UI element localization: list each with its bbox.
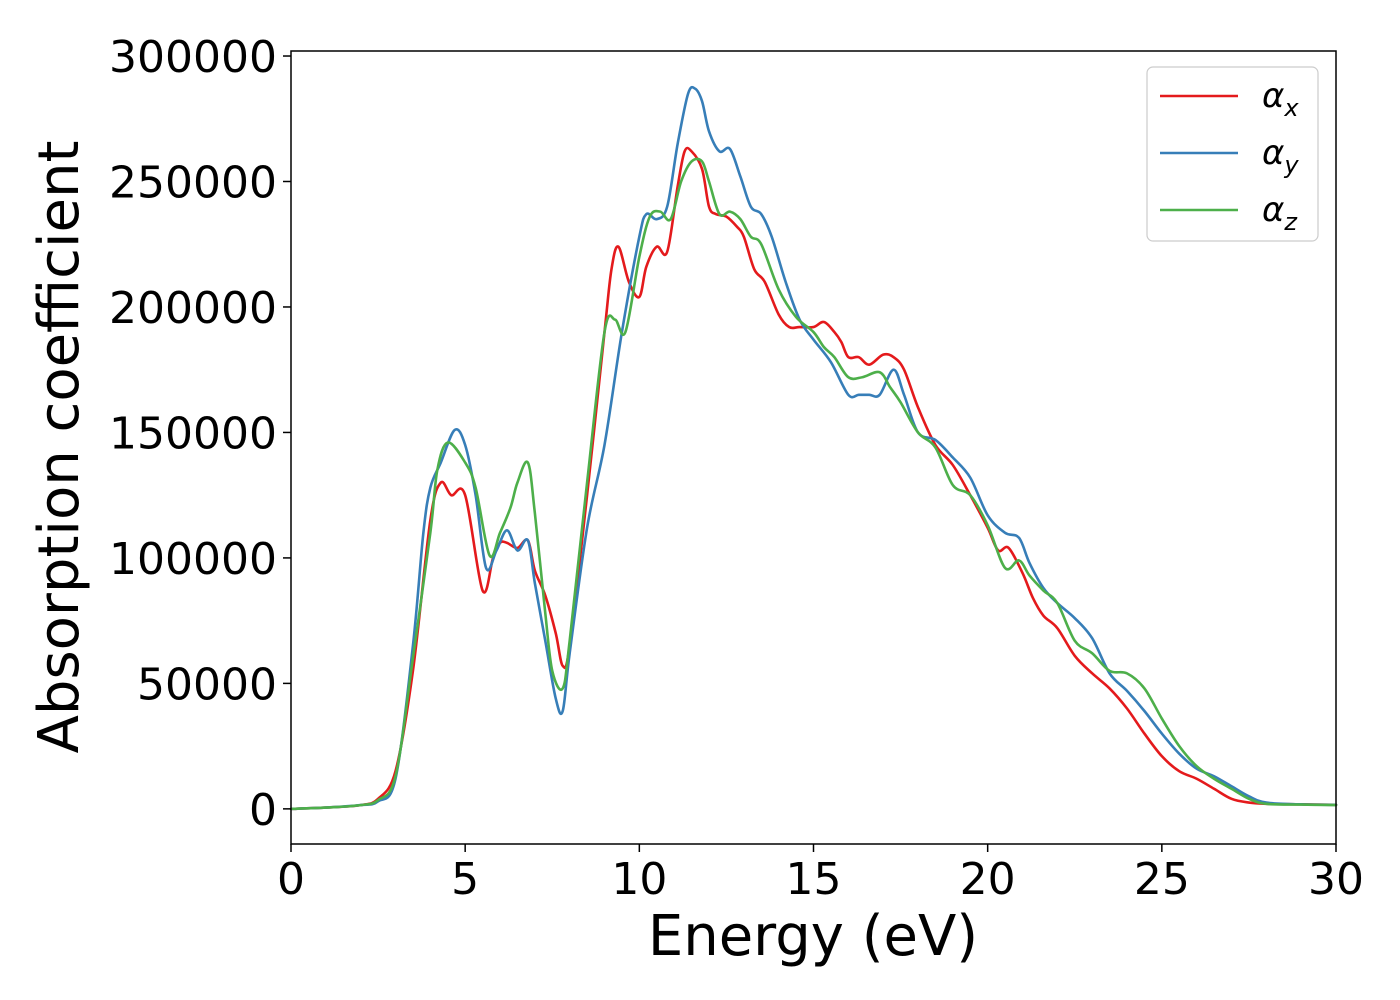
y-tick-label: 300000 <box>109 32 277 83</box>
y-tick-label: 150000 <box>109 408 277 459</box>
x-tick-label: 20 <box>960 854 1016 905</box>
y-axis-title: Absorption coefficient <box>27 141 92 754</box>
x-tick-label: 30 <box>1308 854 1364 905</box>
series-lines <box>289 85 1338 811</box>
series-line-z <box>289 157 1338 811</box>
legend-label-y: αy <box>1262 133 1299 179</box>
y-tick-label: 250000 <box>109 157 277 208</box>
series-line-x <box>289 146 1338 811</box>
legend-label-subscript: z <box>1283 208 1298 236</box>
y-tick-label: 100000 <box>109 534 277 585</box>
legend-label-base: α <box>1262 76 1284 116</box>
legend-label-subscript: y <box>1283 151 1299 179</box>
x-tick-label: 0 <box>277 854 305 905</box>
x-tick-label: 25 <box>1134 854 1190 905</box>
x-axis: 0 5 10 15 20 25 30 <box>277 844 1364 905</box>
legend-label-z: αz <box>1262 190 1298 236</box>
y-tick-label: 0 <box>249 785 277 836</box>
x-tick-label: 15 <box>786 854 842 905</box>
legend-label-x: αx <box>1262 76 1299 122</box>
x-tick-label: 10 <box>611 854 667 905</box>
legend-label-subscript: x <box>1283 94 1299 122</box>
legend-label-base: α <box>1262 133 1284 173</box>
series-line-y <box>289 85 1338 811</box>
x-tick-label: 5 <box>451 854 479 905</box>
y-tick-label: 50000 <box>137 659 277 710</box>
x-axis-title: Energy (eV) <box>648 904 978 969</box>
legend-label-base: α <box>1262 190 1284 230</box>
y-axis: 0 50000 100000 150000 200000 250000 300000 <box>109 32 291 836</box>
y-tick-label: 200000 <box>109 283 277 334</box>
